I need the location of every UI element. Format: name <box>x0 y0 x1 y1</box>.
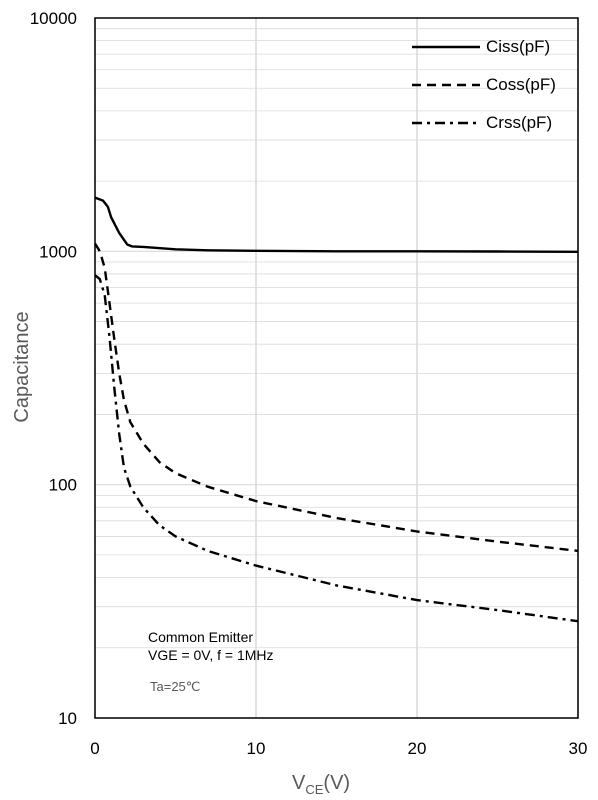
y-tick-label: 10000 <box>30 9 77 28</box>
y-tick-label: 10 <box>58 709 77 728</box>
series-line-ciss-pf <box>94 196 579 253</box>
tick-labels: 0 10 20 30 10 100 1000 10000 <box>30 9 588 758</box>
x-tick-label: 20 <box>408 739 427 758</box>
annotation-conditions: VGE = 0V, f = 1MHz <box>148 647 274 663</box>
series-layer <box>93 196 579 623</box>
annotation-common-emitter: Common Emitter <box>148 629 253 645</box>
x-tick-label: 0 <box>90 739 99 758</box>
legend: Ciss(pF) Coss(pF) Crss(pF) <box>412 37 556 132</box>
y-tick-label: 100 <box>49 476 77 495</box>
legend-label: Crss(pF) <box>486 113 552 132</box>
x-axis-label: VCE(V) <box>292 772 350 797</box>
x-axis-label-main: V <box>292 772 306 794</box>
plot-frame <box>94 17 579 719</box>
series-line-crss-pf <box>94 274 579 623</box>
x-tick-label: 30 <box>569 739 588 758</box>
series-line-coss-pf <box>93 242 579 553</box>
y-tick-label: 1000 <box>39 242 77 261</box>
legend-label: Ciss(pF) <box>486 37 550 56</box>
legend-label: Coss(pF) <box>486 75 556 94</box>
y-axis-label: Capacitance <box>11 311 33 422</box>
x-tick-label: 10 <box>247 739 266 758</box>
annotation-temperature: Ta=25℃ <box>150 679 200 694</box>
x-axis-label-unit: (V) <box>323 772 350 794</box>
x-axis-label-sub: CE <box>305 782 323 797</box>
